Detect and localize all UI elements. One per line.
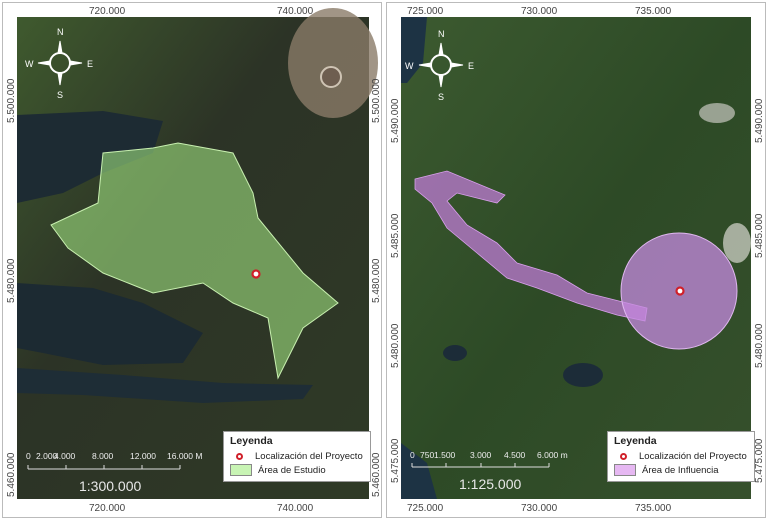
lake <box>443 345 467 361</box>
y-tick: 5.480.000 <box>6 258 17 303</box>
right-map-panel: N S W E 725.000 730.000 735.000 725.000 … <box>386 2 766 518</box>
y-tick: 5.500.000 <box>371 78 382 123</box>
north-arrow-icon: N S W E <box>25 27 93 100</box>
x-tick: 730.000 <box>521 503 558 514</box>
scale-label: 6.000 m <box>537 450 568 460</box>
left-map-svg[interactable]: N S W E 720.000 740.000 720.000 740.000 … <box>3 3 383 519</box>
project-location-marker[interactable] <box>675 286 685 296</box>
lake <box>401 17 427 83</box>
lake <box>17 283 203 365</box>
x-tick: 720.000 <box>89 503 126 514</box>
x-tick: 725.000 <box>407 6 444 17</box>
legend-item: Localización del Proyecto <box>230 451 364 462</box>
scale-label: 2.000 <box>36 451 58 461</box>
compass-e: E <box>87 59 93 69</box>
y-tick: 5.490.000 <box>390 98 401 143</box>
x-tick: 740.000 <box>277 6 314 17</box>
y-tick: 5.485.000 <box>754 213 765 258</box>
scale-label: 8.000 <box>92 451 114 461</box>
snow <box>723 223 751 263</box>
scale-label: 4.000 <box>54 451 76 461</box>
scale-bar <box>27 465 181 470</box>
legend-item: Área de Estudio <box>230 464 364 476</box>
y-tick: 5.480.000 <box>754 323 765 368</box>
compass-n: N <box>57 27 64 37</box>
compass-e: E <box>468 61 474 71</box>
x-tick: 735.000 <box>635 503 672 514</box>
scale-bar <box>411 463 550 468</box>
lake <box>17 111 163 203</box>
legend: Leyenda Localización del Proyecto Área d… <box>223 431 371 482</box>
compass-n: N <box>438 29 445 39</box>
y-tick: 5.500.000 <box>6 78 17 123</box>
y-tick: 5.485.000 <box>390 213 401 258</box>
right-map-svg[interactable]: N S W E 725.000 730.000 735.000 725.000 … <box>387 3 767 519</box>
scale-label: 3.000 <box>470 450 492 460</box>
project-marker-icon <box>236 453 243 460</box>
compass-s: S <box>438 92 444 102</box>
scale-label: 0 <box>410 450 415 460</box>
y-tick: 5.490.000 <box>754 98 765 143</box>
influence-area-swatch <box>614 464 636 476</box>
legend-title: Leyenda <box>614 435 657 447</box>
x-tick: 730.000 <box>521 6 558 17</box>
y-tick: 5.475.000 <box>390 438 401 483</box>
legend-label: Localización del Proyecto <box>255 451 363 462</box>
x-tick: 735.000 <box>635 6 672 17</box>
scale-label: 0 <box>26 451 31 461</box>
legend-label: Área de Estudio <box>258 464 326 476</box>
legend-item: Área de Influencia <box>614 464 748 476</box>
compass-s: S <box>57 90 63 100</box>
scale-label: 4.500 <box>504 450 526 460</box>
legend-item: Localización del Proyecto <box>614 451 748 462</box>
legend-label: Localización del Proyecto <box>639 451 747 462</box>
study-area-polygon[interactable] <box>50 142 339 380</box>
scale-labels: 0 2.000 4.000 8.000 12.000 16.000 M <box>26 451 202 461</box>
study-area-swatch <box>230 464 252 476</box>
y-tick: 5.460.000 <box>371 452 382 497</box>
scale-ratio: 1:300.000 <box>79 478 141 494</box>
crater <box>320 66 342 88</box>
legend: Leyenda Localización del Proyecto Área d… <box>607 431 755 482</box>
north-arrow-icon: N S W E <box>405 29 474 102</box>
legend-label: Área de Influencia <box>642 464 719 476</box>
scale-label: 12.000 <box>130 451 156 461</box>
lake <box>563 363 603 387</box>
project-location-marker[interactable] <box>251 269 261 279</box>
legend-title: Leyenda <box>230 435 273 447</box>
lake <box>17 368 313 403</box>
x-tick: 740.000 <box>277 503 314 514</box>
snow <box>699 103 735 123</box>
y-tick: 5.480.000 <box>371 258 382 303</box>
y-tick: 5.475.000 <box>754 438 765 483</box>
scale-labels: 0 750 1.500 3.000 4.500 6.000 m <box>410 450 568 460</box>
x-tick: 720.000 <box>89 6 126 17</box>
lake <box>401 443 437 499</box>
x-tick: 725.000 <box>407 503 444 514</box>
left-map-panel: N S W E 720.000 740.000 720.000 740.000 … <box>2 2 382 518</box>
y-tick: 5.460.000 <box>6 452 17 497</box>
compass-w: W <box>25 59 34 69</box>
volcano-area <box>288 8 378 118</box>
compass-w: W <box>405 61 414 71</box>
scale-label: 750 <box>420 450 434 460</box>
scale-label: 1.500 <box>434 450 456 460</box>
scale-label: 16.000 M <box>167 451 202 461</box>
y-tick: 5.480.000 <box>390 323 401 368</box>
project-marker-icon <box>620 453 627 460</box>
scale-ratio: 1:125.000 <box>459 476 521 492</box>
